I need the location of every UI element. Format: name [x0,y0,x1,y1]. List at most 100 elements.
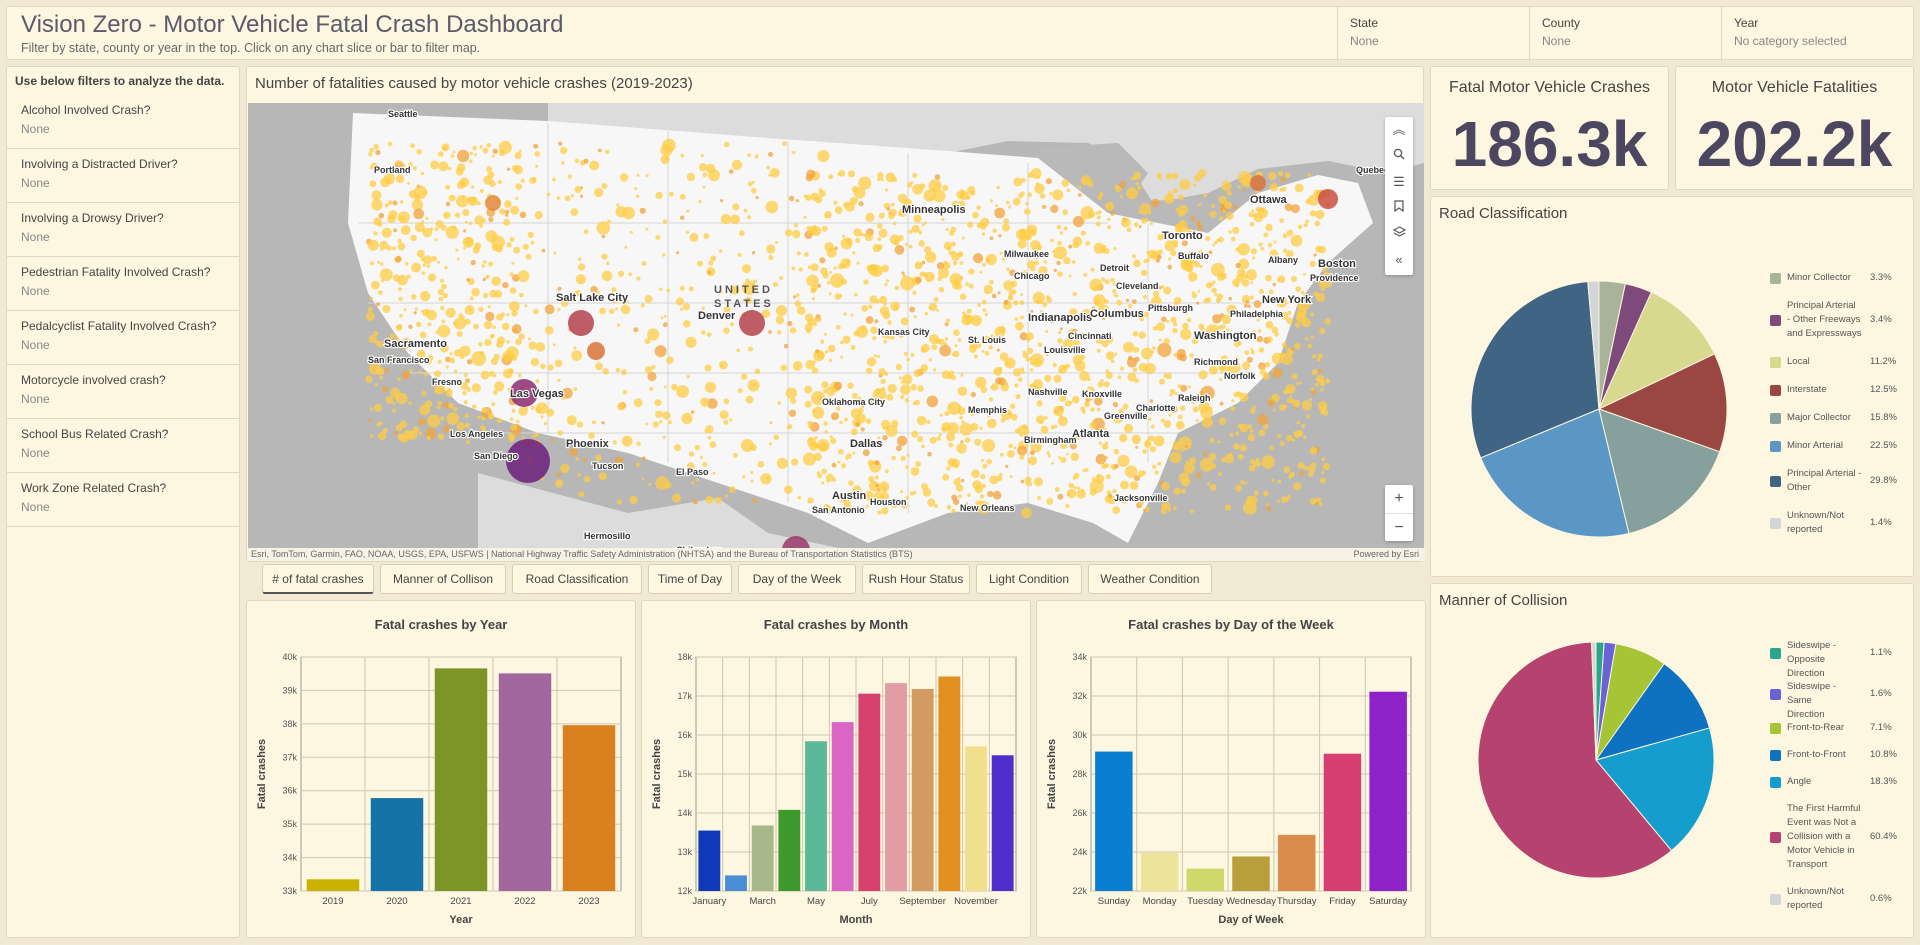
bar-2023[interactable] [562,725,616,891]
sidebar-filter-school-bus-related-crash[interactable]: School Bus Related Crash? None [7,419,239,473]
tab-day-of-the-week[interactable]: Day of the Week [738,564,856,594]
city-label-minneapolis: Minneapolis [902,204,966,216]
county-filter[interactable]: County None [1529,7,1721,61]
pie-slice-local[interactable] [1597,291,1716,411]
legend-swatch [1770,722,1781,734]
y-tick-label: 34k [1072,652,1087,662]
sidebar-filter-involving-a-distracted-driver[interactable]: Involving a Distracted Driver? None [7,149,239,203]
legend-label-line: Front-to-Front [1787,749,1846,760]
x-axis-label: Day of Week [1218,914,1284,926]
x-tick-label: September [899,896,945,907]
y-tick-label: 24k [1072,847,1087,857]
bar-thursday[interactable] [1277,834,1316,891]
sidebar-filter-pedalcyclist-fatality-involved-crash[interactable]: Pedalcyclist Fatality Involved Crash? Non… [7,311,239,365]
bar-friday[interactable] [1323,753,1362,891]
tab-rush-hour-status[interactable]: Rush Hour Status [862,564,970,594]
city-label-phoenix: Phoenix [566,438,610,450]
bar-2021[interactable] [434,668,488,891]
bar-2019[interactable] [306,879,360,891]
legend-label-line: Minor Arterial [1787,440,1843,451]
chart-month-svg[interactable]: 12k 13k 14k 15k 16k 17k 18k January March May July… [642,601,1032,939]
city-label-greenville: Greenville [1104,411,1148,421]
tab-manner-of-collison[interactable]: Manner of Collison [380,564,506,594]
legend-label-line: Transport [1787,859,1828,870]
pie-slice-angle[interactable] [1595,727,1715,852]
tab-light-condition[interactable]: Light Condition [976,564,1082,594]
bar-monday[interactable] [1140,852,1179,891]
sidebar-filter-involving-a-drowsy-driver[interactable]: Involving a Drowsy Driver? None [7,203,239,257]
chart-year-svg[interactable]: 33k 34k 35k 36k 37k 38k 39k 40k 2019 2020 2021 2022… [247,601,637,939]
bar-april[interactable] [778,809,801,891]
x-tick-label: Tuesday [1187,896,1223,907]
bar-saturday[interactable] [1369,691,1407,891]
bar-sunday[interactable] [1095,751,1133,891]
year-filter-value: No category selected [1734,34,1847,48]
y-tick-label: 22k [1072,886,1087,896]
pie-slice-minor-arterial[interactable] [1480,408,1630,538]
bar-november[interactable] [965,746,987,891]
legend-label-line: and Expressways [1787,328,1862,339]
chevrons-up-icon[interactable]: ︽ [1392,122,1406,137]
sidebar-filter-alcohol-involved-crash[interactable]: Alcohol Involved Crash? None [7,95,239,149]
city-label-san-diego: San Diego [474,451,519,461]
bar-january[interactable] [698,830,721,891]
bar-june[interactable] [831,722,854,891]
pie-slice-unknown-not-reported[interactable] [1591,641,1597,761]
chevrons-left-icon[interactable]: « [1395,252,1403,267]
bar-may[interactable] [805,741,827,891]
x-tick-label: 2019 [322,896,343,907]
pie-slice-interstate[interactable] [1597,353,1728,453]
bar-wednesday[interactable] [1232,856,1270,891]
attribution-text: Esri, TomTom, Garmin, FAO, NOAA, USGS, E… [251,549,913,559]
city-label-toronto: Toronto [1162,230,1203,242]
tab-road-classification[interactable]: Road Classification [512,564,642,594]
chart-day-svg[interactable]: 22k 24k 26k 28k 30k 32k 34k Sunday Monday Tuesday… [1037,601,1427,939]
pie-slice-major-collector[interactable] [1598,408,1721,535]
sidebar-filter-pedestrian-fatality-involved-crash[interactable]: Pedestrian Fatality Involved Crash? None [7,257,239,311]
bar-2020[interactable] [370,798,424,891]
pie-slice-principal-arterial-other[interactable] [1470,280,1600,459]
bar-september[interactable] [911,688,934,891]
fatality-map[interactable]: Seattle Portland Sacramento San Francisco Fr… [248,103,1424,550]
legend-swatch [1770,688,1781,700]
tab-of-fatal-crashes[interactable]: # of fatal crashes [262,564,374,594]
y-tick-label: 16k [677,730,692,740]
sidebar-filter-work-zone-related-crash[interactable]: Work Zone Related Crash? None [7,473,239,527]
pie-slice-the-first-harmful-event-was-not-a-collision-with-a-motor-vehicle-in-transport[interactable] [1477,641,1673,879]
legend-label: Front-to-Front [1787,748,1863,762]
sidebar-filter-motorcycle-involved-crash[interactable]: Motorcycle involved crash? None [7,365,239,419]
road-classification-pie[interactable] [1431,197,1915,578]
powered-by[interactable]: Powered by Esri [1353,549,1419,559]
zoom-out-button[interactable]: − [1385,513,1413,541]
tab-weather-condition[interactable]: Weather Condition [1088,564,1212,594]
bar-august[interactable] [885,683,907,891]
legend-value: 1.4% [1870,517,1892,528]
bar-october[interactable] [938,676,961,892]
map-canvas[interactable]: Seattle Portland Sacramento San Francisco Fr… [248,103,1424,550]
tab-time-of-day[interactable]: Time of Day [648,564,732,594]
bar-tuesday[interactable] [1186,868,1225,891]
bar-2022[interactable] [498,673,552,891]
pie-slice-unknown-not-reported[interactable] [1587,280,1600,410]
zoom-in-button[interactable]: + [1394,490,1404,507]
legend-label: Unknown/Not reported [1787,509,1863,537]
bookmark-icon[interactable] [1385,195,1413,221]
crash-dots[interactable] [365,138,1338,550]
bar-december[interactable] [991,755,1014,891]
bar-march[interactable] [751,825,774,891]
manner-collision-pie[interactable] [1431,584,1915,939]
bar-february[interactable] [725,875,747,891]
year-filter[interactable]: Year No category selected [1721,7,1915,61]
state-filter[interactable]: State None [1337,7,1529,61]
city-label-louisville: Louisville [1044,345,1086,355]
legend-value: 11.2% [1870,356,1897,367]
search-icon[interactable] [1385,143,1413,169]
bar-july[interactable] [858,693,881,891]
mexico-landmass [478,473,848,550]
city-label-austin: Austin [832,490,867,502]
x-tick-label: 2020 [386,896,407,907]
kpi-crashes-value: 186.3k [1451,108,1648,180]
layers-icon[interactable] [1385,221,1413,247]
legend-value: 3.3% [1870,272,1892,283]
list-icon[interactable]: ☰ [1393,174,1405,189]
